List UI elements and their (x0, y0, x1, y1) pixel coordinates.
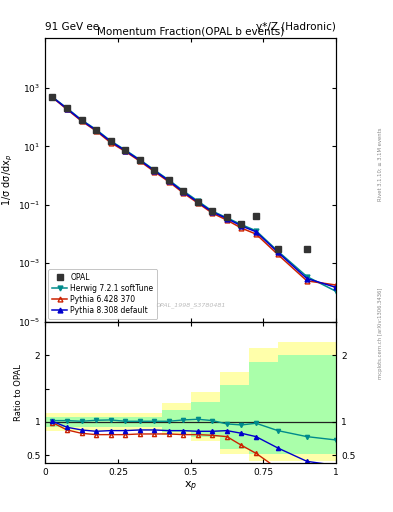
Y-axis label: 1/σ dσ/dx$_p$: 1/σ dσ/dx$_p$ (1, 154, 15, 206)
Herwig 7.2.1 softTune (108, 138, 113, 144)
OPAL (196, 199, 200, 205)
Pythia 8.308 default (210, 209, 215, 215)
OPAL (181, 188, 186, 195)
OPAL (254, 214, 259, 220)
Pythia 8.308 default (138, 157, 142, 163)
Pythia 6.428 370 (239, 225, 244, 231)
Pythia 6.428 370 (334, 282, 338, 288)
Pythia 6.428 370 (152, 168, 156, 175)
Pythia 8.308 default (334, 284, 338, 290)
Herwig 7.2.1 softTune (138, 157, 142, 163)
Pythia 8.308 default (254, 229, 259, 235)
Herwig 7.2.1 softTune (123, 147, 128, 153)
Pythia 6.428 370 (123, 148, 128, 155)
Pythia 8.308 default (108, 138, 113, 144)
Pythia 6.428 370 (254, 231, 259, 237)
Herwig 7.2.1 softTune (210, 208, 215, 214)
Herwig 7.2.1 softTune (64, 105, 70, 111)
OPAL (167, 177, 171, 183)
Herwig 7.2.1 softTune (254, 228, 259, 234)
Text: 91 GeV ee: 91 GeV ee (45, 22, 99, 32)
Pythia 8.308 default (181, 189, 186, 195)
OPAL (152, 167, 156, 173)
Herwig 7.2.1 softTune (50, 94, 55, 100)
Herwig 7.2.1 softTune (94, 126, 98, 133)
Herwig 7.2.1 softTune (334, 288, 338, 294)
Y-axis label: Ratio to OPAL: Ratio to OPAL (14, 364, 23, 421)
Pythia 6.428 370 (50, 94, 55, 100)
Pythia 6.428 370 (305, 278, 309, 284)
Pythia 8.308 default (94, 127, 98, 133)
OPAL (210, 208, 215, 215)
Pythia 6.428 370 (94, 128, 98, 134)
Herwig 7.2.1 softTune (275, 248, 280, 254)
Line: Pythia 6.428 370: Pythia 6.428 370 (50, 95, 338, 287)
OPAL (108, 138, 113, 144)
OPAL (79, 117, 84, 123)
Herwig 7.2.1 softTune (239, 222, 244, 228)
Line: Pythia 8.308 default: Pythia 8.308 default (50, 95, 338, 290)
Herwig 7.2.1 softTune (225, 215, 230, 221)
Pythia 8.308 default (79, 117, 84, 123)
OPAL (239, 221, 244, 227)
Pythia 6.428 370 (167, 179, 171, 185)
Pythia 8.308 default (239, 223, 244, 229)
Pythia 8.308 default (50, 94, 55, 100)
Legend: OPAL, Herwig 7.2.1 softTune, Pythia 6.428 370, Pythia 8.308 default: OPAL, Herwig 7.2.1 softTune, Pythia 6.42… (48, 269, 157, 318)
Line: Herwig 7.2.1 softTune: Herwig 7.2.1 softTune (50, 95, 338, 294)
OPAL (123, 147, 128, 153)
Herwig 7.2.1 softTune (196, 198, 200, 204)
Pythia 6.428 370 (79, 118, 84, 124)
Text: Rivet 3.1.10; ≥ 3.1M events: Rivet 3.1.10; ≥ 3.1M events (378, 127, 383, 201)
Pythia 6.428 370 (225, 217, 230, 223)
Herwig 7.2.1 softTune (181, 188, 186, 194)
Text: mcplots.cern.ch [arXiv:1306.3436]: mcplots.cern.ch [arXiv:1306.3436] (378, 287, 383, 378)
Herwig 7.2.1 softTune (305, 273, 309, 280)
Line: OPAL: OPAL (50, 95, 281, 252)
Pythia 8.308 default (225, 216, 230, 222)
OPAL (50, 94, 55, 100)
Text: γ*/Z (Hadronic): γ*/Z (Hadronic) (256, 22, 336, 32)
Pythia 8.308 default (123, 147, 128, 154)
Pythia 6.428 370 (275, 251, 280, 258)
Herwig 7.2.1 softTune (152, 167, 156, 173)
Herwig 7.2.1 softTune (79, 117, 84, 123)
Pythia 6.428 370 (108, 140, 113, 146)
Text: OPAL_1998_S3780481: OPAL_1998_S3780481 (155, 302, 226, 308)
OPAL (225, 214, 230, 220)
Herwig 7.2.1 softTune (167, 177, 171, 183)
Pythia 6.428 370 (138, 158, 142, 164)
Pythia 8.308 default (152, 167, 156, 174)
Pythia 8.308 default (64, 105, 70, 112)
OPAL (275, 246, 280, 252)
Title: Momentum Fraction(OPAL b events): Momentum Fraction(OPAL b events) (97, 26, 284, 36)
Pythia 6.428 370 (196, 200, 200, 206)
OPAL (64, 105, 70, 112)
OPAL (138, 157, 142, 163)
Pythia 6.428 370 (181, 190, 186, 196)
Pythia 6.428 370 (64, 106, 70, 113)
Pythia 8.308 default (196, 199, 200, 205)
Pythia 8.308 default (275, 249, 280, 255)
Pythia 8.308 default (167, 178, 171, 184)
OPAL (94, 127, 98, 133)
Pythia 8.308 default (305, 275, 309, 282)
Pythia 6.428 370 (210, 210, 215, 216)
X-axis label: x$_p$: x$_p$ (184, 480, 197, 495)
